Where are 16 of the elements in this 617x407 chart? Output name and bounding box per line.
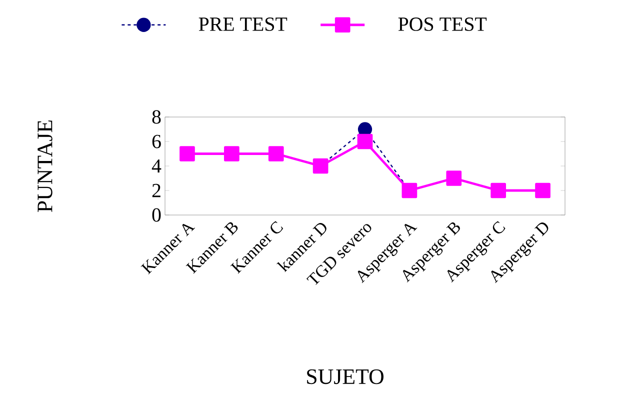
legend-label: POS TEST	[398, 18, 487, 31]
x-axis-title: SUJETO	[307, 369, 384, 384]
point	[224, 146, 240, 162]
y-tick-label: 0	[152, 208, 161, 222]
y-tick-label: 6	[152, 134, 161, 148]
point	[535, 182, 550, 198]
y-axis-title: PUNTAJE	[38, 120, 52, 212]
point	[180, 146, 195, 162]
point	[490, 182, 506, 198]
point	[446, 170, 462, 186]
y-tick-label: 4	[152, 159, 162, 173]
legend-label: PRE TEST	[198, 18, 288, 31]
y-tick-label: 2	[152, 184, 160, 198]
point	[268, 146, 284, 162]
y-tick-label: 8	[152, 110, 161, 124]
point	[357, 134, 373, 150]
